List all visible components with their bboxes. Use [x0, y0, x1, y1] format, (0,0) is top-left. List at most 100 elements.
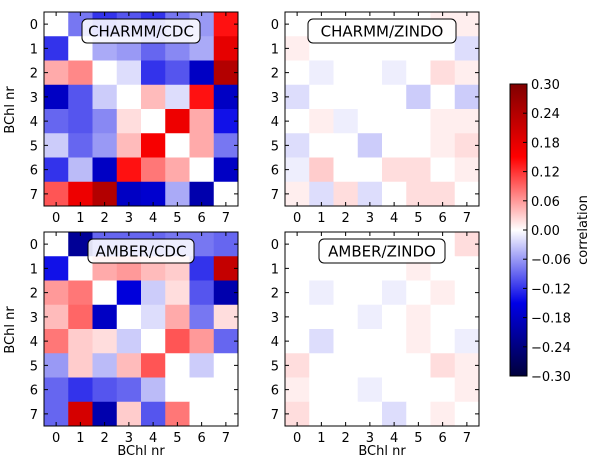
- heatmap-cell: [285, 133, 310, 158]
- heatmap-cell: [189, 60, 215, 86]
- heatmap-cell: [44, 329, 69, 354]
- heatmap-cell: [165, 280, 190, 306]
- heatmap-cell: [357, 84, 383, 110]
- colorbar-tick-label: −0.24: [531, 341, 571, 356]
- heatmap-cell: [68, 109, 93, 134]
- heatmap-cell: [189, 109, 215, 134]
- heatmap-cell: [116, 377, 142, 403]
- heatmap-cell: [44, 157, 69, 183]
- y-axis-label: BChl nr: [3, 86, 18, 134]
- heatmap-cell: [357, 109, 383, 134]
- heatmap-cell: [357, 60, 383, 86]
- heatmap-cell: [68, 280, 93, 306]
- heatmap-cell: [430, 280, 456, 306]
- heatmap-cell: [285, 36, 310, 61]
- heatmap-cell: [141, 304, 166, 330]
- y-tick-label: 1: [271, 42, 279, 57]
- y-tick-label: 7: [271, 188, 279, 203]
- heatmap-cell: [309, 109, 334, 134]
- heatmap-panel: 0 0 1 1 2 2 3 3 4 4 5 5 6 6 7 7 CHARMM/CDC: [30, 11, 239, 226]
- panel-title: AMBER/ZINDO: [328, 243, 436, 261]
- heatmap-cell: [333, 353, 359, 378]
- heatmap-cell: [430, 377, 456, 403]
- heatmap-cell: [92, 157, 118, 183]
- heatmap-cell: [92, 84, 118, 110]
- x-tick-label: 2: [341, 431, 349, 446]
- heatmap-cell: [189, 377, 215, 403]
- y-tick-label: 5: [271, 359, 279, 374]
- y-tick-label: 4: [30, 115, 38, 130]
- heatmap-cell: [44, 280, 69, 306]
- y-tick-label: 6: [271, 384, 279, 399]
- heatmap-cell: [382, 280, 407, 306]
- heatmap-cell: [165, 109, 190, 134]
- heatmap-cell: [309, 157, 334, 183]
- heatmap-panel: 0 0 1 1 2 2 3 3 4 4 5 5 6 6 7 7 AMBER/CDC: [30, 231, 239, 446]
- heatmap-cell: [309, 329, 334, 354]
- heatmap-cell: [44, 36, 69, 61]
- heatmap-cell: [406, 84, 431, 110]
- y-tick-label: 5: [30, 139, 38, 154]
- heatmap-cell: [309, 84, 334, 110]
- heatmap-cell: [382, 109, 407, 134]
- colorbar-tick-label: −0.18: [531, 312, 571, 327]
- y-tick-label: 3: [30, 91, 38, 106]
- heatmap-cell: [141, 329, 166, 354]
- heatmap-panel: 0 0 1 1 2 2 3 3 4 4 5 5 6 6 7 7 AMBER/ZINDO: [271, 231, 480, 446]
- x-tick-label: 0: [293, 211, 301, 226]
- y-tick-label: 0: [271, 238, 279, 253]
- heatmap-cell: [357, 353, 383, 378]
- heatmap-cell: [116, 133, 142, 158]
- heatmap-cell: [357, 280, 383, 306]
- colorbar-tick-label: −0.30: [531, 370, 571, 385]
- heatmap-cell: [406, 304, 431, 330]
- heatmap-cell: [285, 12, 310, 37]
- heatmap-cell: [189, 280, 215, 306]
- heatmap-cell: [189, 329, 215, 354]
- y-tick-label: 1: [30, 42, 38, 57]
- heatmap-cell: [116, 84, 142, 110]
- colorbar-tick-label: −0.06: [531, 253, 571, 268]
- heatmap-cell: [357, 157, 383, 183]
- panel-title: CHARMM/ZINDO: [321, 23, 444, 41]
- y-tick-label: 4: [271, 335, 279, 350]
- heatmap-cell: [309, 377, 334, 403]
- heatmap-cell: [357, 377, 383, 403]
- x-tick-label: 7: [463, 431, 471, 446]
- colorbar-tick-label: 0.18: [531, 136, 560, 151]
- y-tick-label: 2: [271, 67, 279, 82]
- y-tick-label: 0: [30, 18, 38, 33]
- heatmap-cell: [406, 329, 431, 354]
- heatmap-cell: [92, 109, 118, 134]
- x-tick-label: 5: [173, 431, 181, 446]
- heatmap-cell: [165, 60, 190, 86]
- heatmap-cell: [285, 280, 310, 306]
- heatmap-cell: [285, 84, 310, 110]
- colorbar-tick-label: −0.12: [531, 282, 571, 297]
- heatmap-cell: [406, 60, 431, 86]
- heatmap-cell: [430, 109, 456, 134]
- heatmap-cell: [406, 133, 431, 158]
- x-tick-label: 3: [366, 211, 374, 226]
- heatmap-cell: [116, 109, 142, 134]
- heatmap-cell: [189, 133, 215, 158]
- x-axis-label: BChl nr: [117, 444, 165, 459]
- x-tick-label: 2: [100, 211, 108, 226]
- y-tick-label: 4: [30, 335, 38, 350]
- heatmap-cell: [285, 304, 310, 330]
- x-tick-label: 2: [341, 211, 349, 226]
- heatmap-cell: [406, 377, 431, 403]
- heatmap-cell: [430, 133, 456, 158]
- heatmap-cell: [141, 133, 166, 158]
- heatmap-cell: [92, 133, 118, 158]
- heatmap-cell: [309, 60, 334, 86]
- heatmap-cell: [430, 84, 456, 110]
- heatmap-cell: [285, 60, 310, 86]
- heatmap-cell: [430, 329, 456, 354]
- heatmap-cell: [285, 353, 310, 378]
- panel-title: AMBER/CDC: [96, 243, 187, 261]
- x-tick-label: 5: [414, 211, 422, 226]
- y-axis-label: BChl nr: [3, 306, 18, 354]
- heatmap-cell: [44, 12, 69, 37]
- heatmap-cell: [116, 60, 142, 86]
